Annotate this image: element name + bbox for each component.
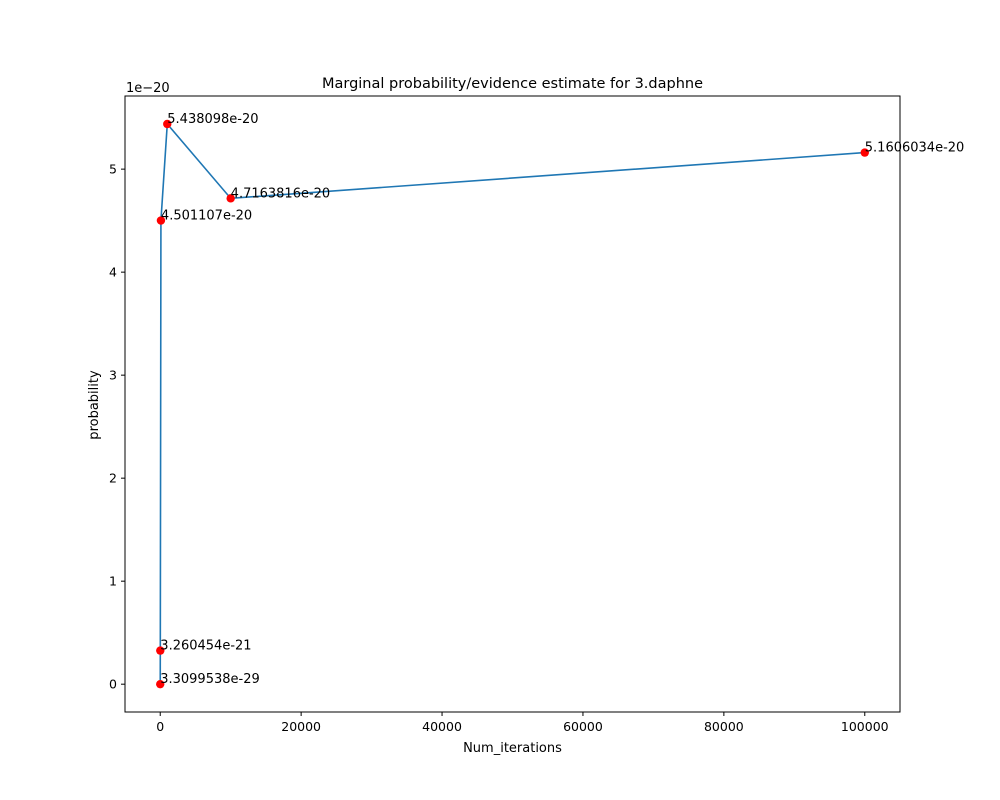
series-line [159, 121, 865, 685]
y-tick-label: 5 [109, 162, 117, 177]
data-point [156, 679, 165, 689]
x-tick-label: 60000 [563, 719, 603, 734]
data-point [156, 646, 165, 655]
data-label: 5.438098e-20 [167, 112, 258, 127]
y-tick-label: 3 [109, 368, 117, 383]
data-label: 3.260454e-21 [160, 639, 251, 654]
data-label: 3.3099538e-29 [160, 672, 260, 687]
x-tick-label: 100000 [841, 719, 889, 734]
x-tick-label: 40000 [422, 719, 462, 734]
data-label: 4.501107e-20 [161, 209, 252, 224]
y-offset-label: 1e−20 [126, 81, 170, 96]
x-tick-label: 80000 [704, 719, 744, 734]
data-point [163, 119, 172, 129]
data-point [226, 194, 235, 203]
data-label: 4.7163816e-20 [231, 186, 331, 201]
y-tick-label: 1 [109, 574, 117, 589]
y-tick-label: 0 [109, 677, 117, 692]
x-tick-label: 20000 [281, 719, 321, 734]
data-label: 5.1606034e-20 [865, 141, 965, 156]
data-point [156, 216, 166, 225]
data-point [860, 148, 869, 157]
chart-title: Marginal probability/evidence estimate f… [322, 76, 703, 92]
x-axis-label: Num_iterations [463, 741, 562, 756]
axes-frame [124, 95, 901, 713]
y-tick-label: 2 [109, 471, 117, 486]
x-tick-label: 0 [156, 719, 164, 734]
y-tick-label: 4 [109, 265, 117, 280]
y-axis-label: probability [87, 370, 102, 440]
